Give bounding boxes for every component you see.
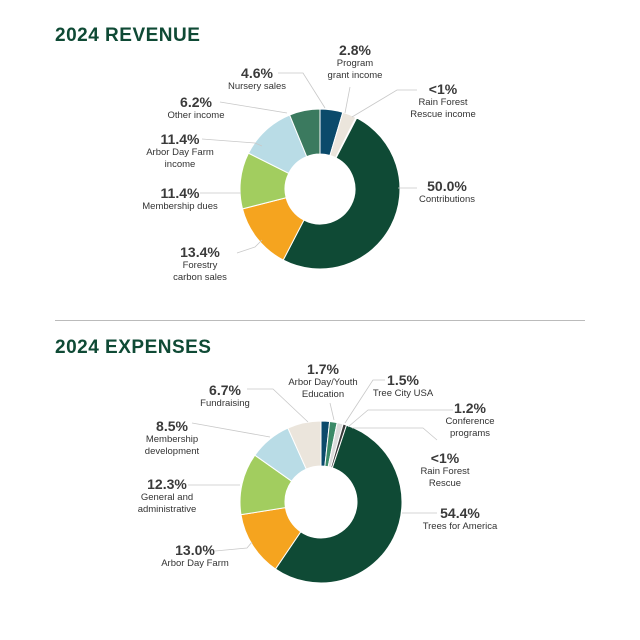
data-label: 13.4%: [180, 244, 220, 260]
label-general-admin: 12.3% General and administrative: [138, 477, 197, 516]
data-label: 2.8%: [339, 42, 371, 58]
leader-line: [344, 86, 351, 114]
category-label: Contributions: [419, 194, 475, 205]
leader-line: [347, 409, 453, 428]
donut-slice: [274, 424, 403, 584]
category-label: Membership dues: [142, 201, 218, 212]
label-rain-forest-rescue: <1% Rain Forest Rescue: [420, 451, 469, 490]
donut-slice: [287, 420, 322, 470]
data-label: 1.2%: [454, 400, 486, 416]
category-label: Arbor Day Farm: [161, 558, 229, 569]
leader-line: [247, 388, 309, 423]
leader-line: [278, 72, 326, 109]
data-label: 8.5%: [156, 418, 188, 434]
label-rain-forest-income: <1% Rain Forest Rescue income: [410, 82, 475, 121]
category-label: Rain Forest Rescue income: [410, 97, 476, 120]
donut-slice: [288, 108, 321, 158]
data-label: 11.4%: [160, 131, 200, 147]
expenses-donut: [239, 420, 403, 584]
category-label: Arbor Day/Youth Education: [288, 377, 358, 400]
category-label: Tree City USA: [372, 388, 434, 399]
label-membership-dues: 11.4% Membership dues: [142, 186, 218, 213]
category-label: Program grant income: [327, 58, 383, 81]
leader-line: [344, 379, 385, 424]
data-label: 1.5%: [387, 372, 419, 388]
label-conference-programs: 1.2% Conference programs: [445, 401, 494, 440]
category-label: Nursery sales: [227, 81, 287, 92]
category-label: Conference programs: [445, 416, 495, 439]
data-label: 12.3%: [147, 476, 187, 492]
category-label: Fundraising: [200, 398, 250, 409]
label-arbor-day-farm-income: 11.4% Arbor Day Farm income: [146, 132, 214, 171]
leader-line: [351, 89, 417, 118]
data-label: 54.4%: [440, 505, 480, 521]
label-forestry-carbon: 13.4% Forestry carbon sales: [173, 245, 227, 284]
category-label: Forestry carbon sales: [173, 260, 227, 283]
leader-line: [352, 427, 438, 441]
leader-line: [329, 402, 335, 421]
label-nursery-sales: 4.6% Nursery sales: [228, 66, 286, 93]
data-label: 1.7%: [307, 361, 339, 377]
label-arbor-day-farm: 13.0% Arbor Day Farm: [161, 543, 229, 570]
leader-line: [236, 239, 263, 254]
label-program-grant: 2.8% Program grant income: [328, 43, 383, 82]
data-label: <1%: [428, 81, 458, 97]
label-youth-education: 1.7% Arbor Day/Youth Education: [288, 362, 357, 401]
revenue-donut: [239, 108, 401, 270]
category-label: General and administrative: [137, 492, 197, 515]
data-label: 4.6%: [241, 65, 273, 81]
label-fundraising: 6.7% Fundraising: [200, 383, 250, 410]
category-label: Arbor Day Farm income: [146, 147, 214, 170]
category-label: Membership development: [144, 434, 200, 457]
expenses-title: 2024 EXPENSES: [55, 337, 212, 358]
leader-line: [191, 422, 271, 438]
leader-line: [214, 541, 253, 552]
data-label: 6.7%: [209, 382, 241, 398]
label-contributions: 50.0% Contributions: [419, 179, 475, 206]
leader-line: [219, 101, 288, 114]
label-other-income: 6.2% Other income: [167, 95, 224, 122]
leader-line: [201, 138, 263, 147]
label-membership-development: 8.5% Membership development: [145, 419, 199, 458]
donut-slice: [282, 117, 401, 270]
category-label: Trees for America: [422, 521, 498, 532]
data-label: <1%: [430, 450, 460, 466]
label-trees-for-america: 54.4% Trees for America: [423, 506, 498, 533]
data-label: 11.4%: [160, 185, 200, 201]
category-label: Rain Forest Rescue: [420, 466, 470, 489]
data-label: 13.0%: [175, 542, 215, 558]
section-divider: [55, 320, 585, 321]
revenue-title: 2024 REVENUE: [55, 25, 201, 46]
category-label: Other income: [167, 110, 225, 121]
data-label: 6.2%: [180, 94, 212, 110]
label-tree-city-usa: 1.5% Tree City USA: [373, 373, 433, 400]
data-label: 50.0%: [427, 178, 467, 194]
